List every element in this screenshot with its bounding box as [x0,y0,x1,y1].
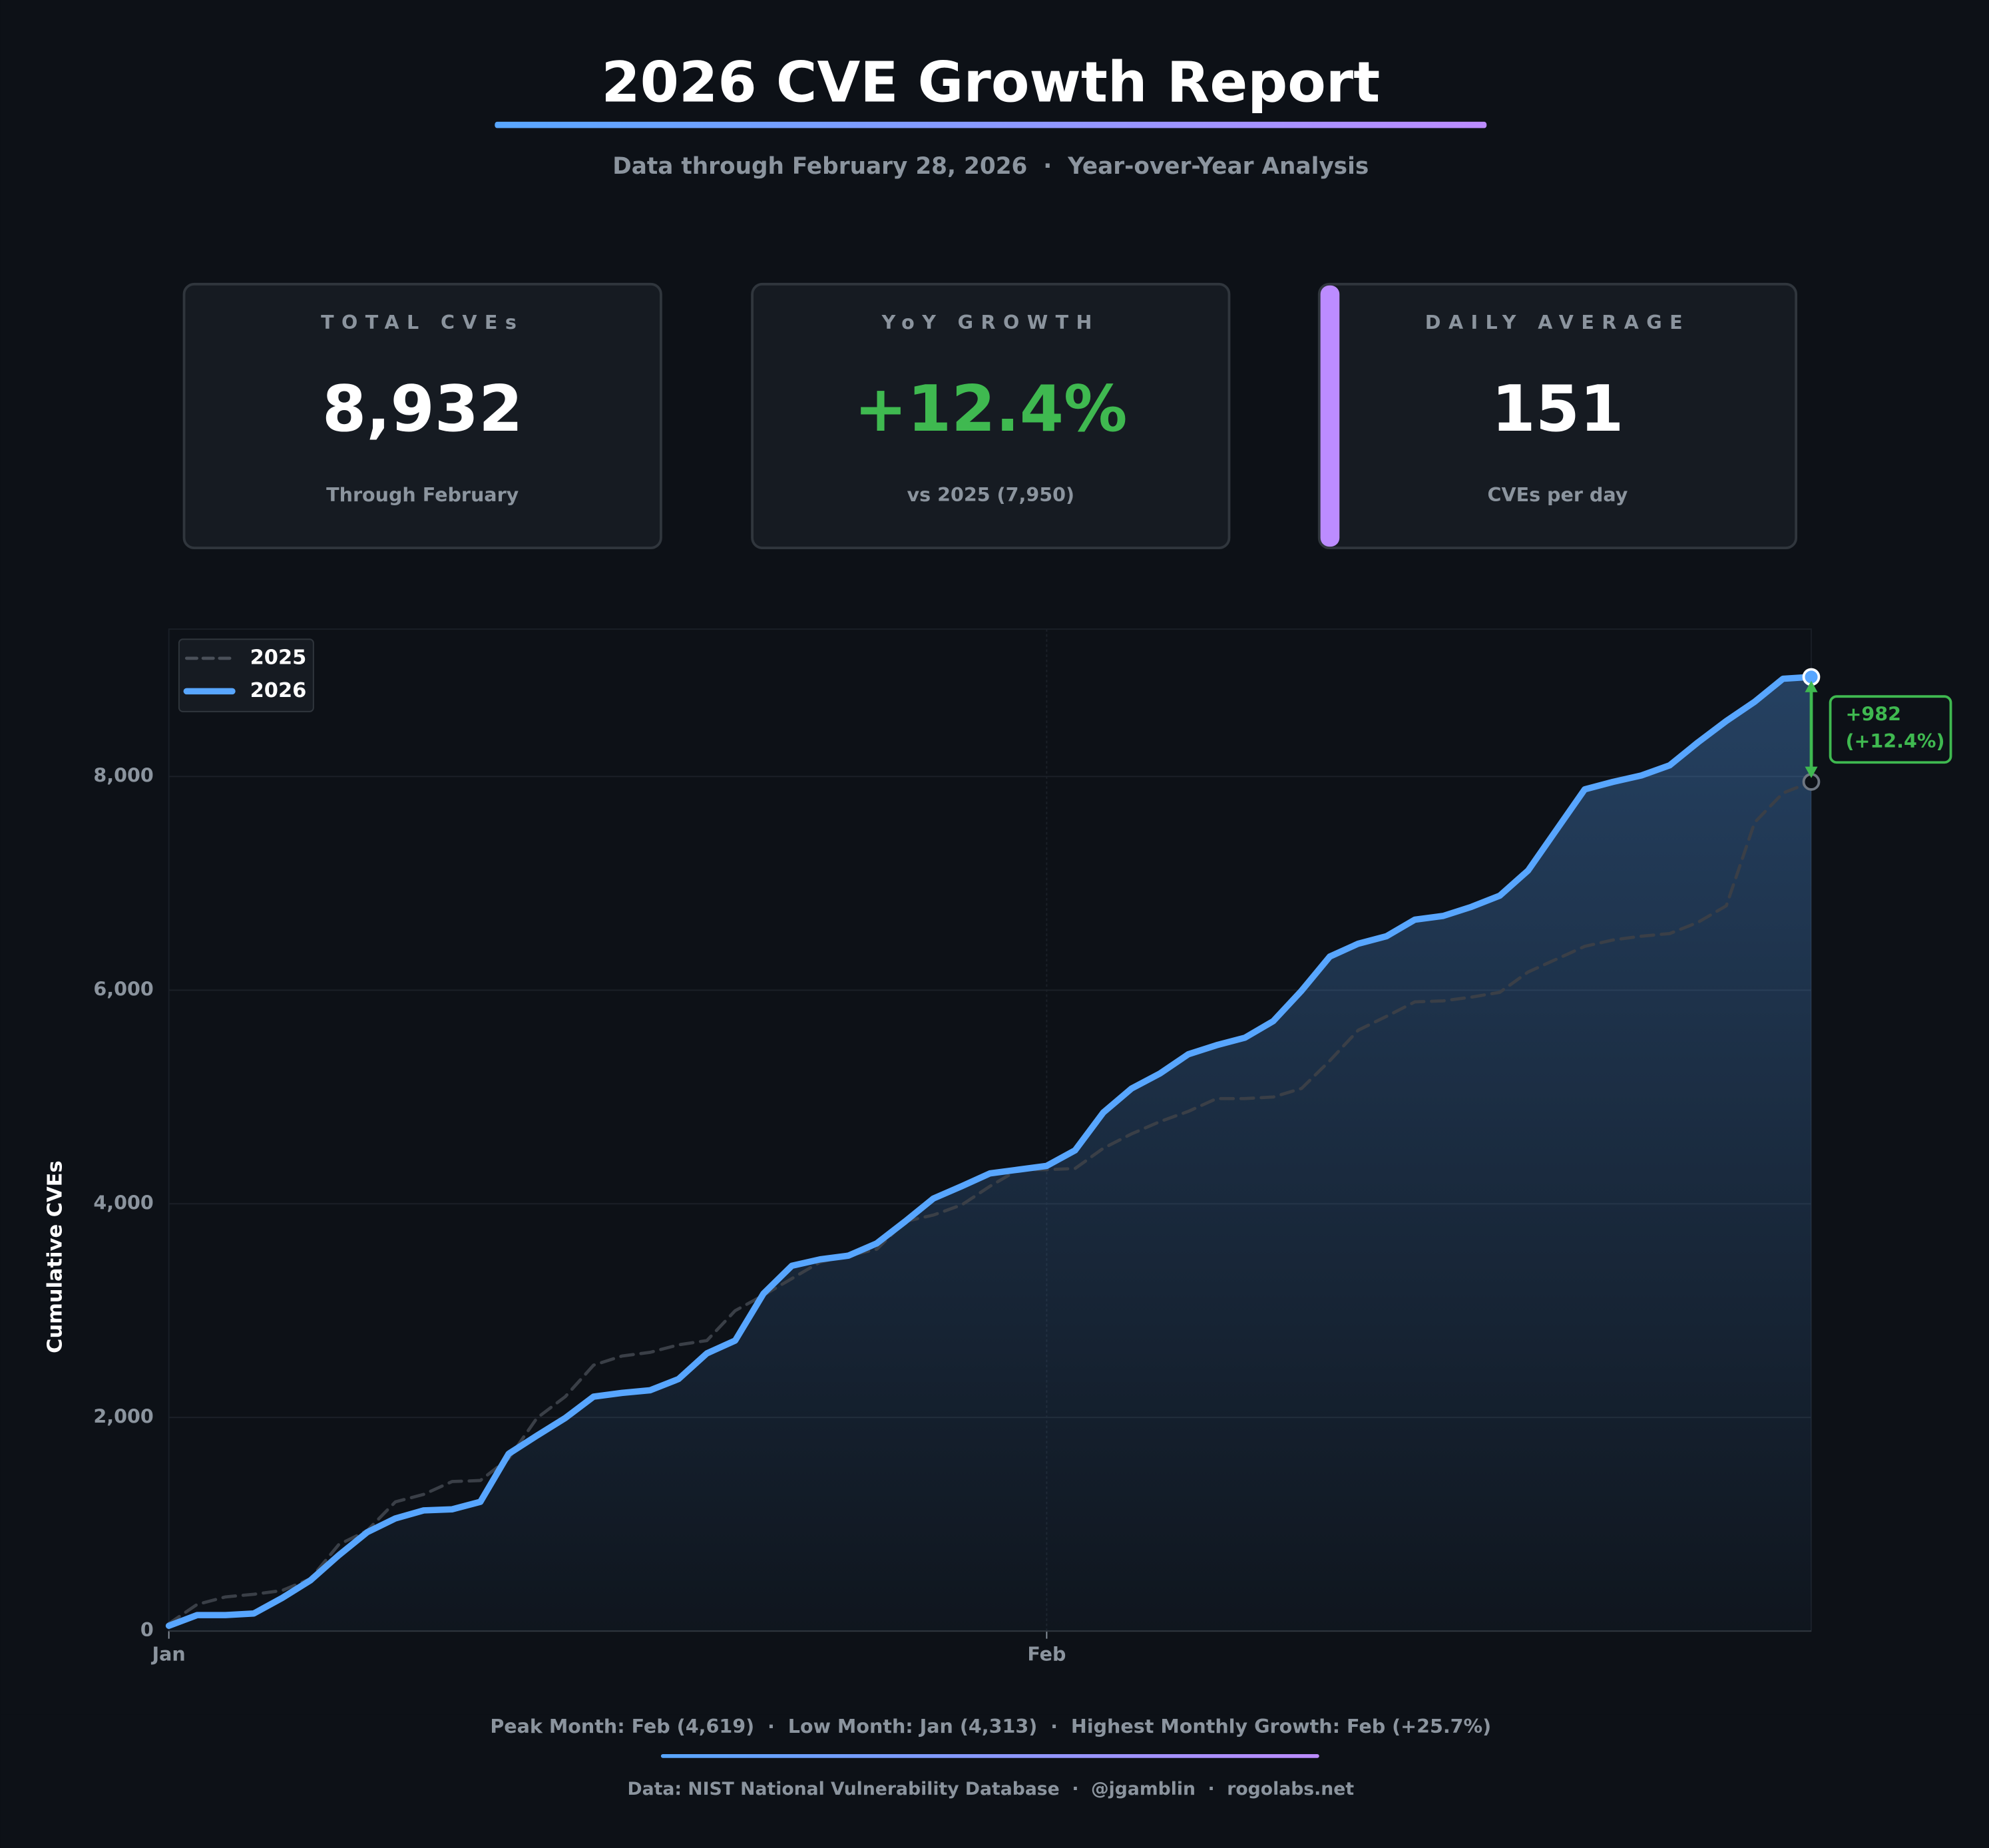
kpi-label: TOTAL CVEs [321,311,524,334]
card-accent [1320,285,1340,547]
series-line [167,780,1813,1626]
subtitle: Data through February 28, 2026 · Year-ov… [612,153,1369,180]
y-tick-label: 8,000 [93,764,153,786]
title-underline [495,121,1487,128]
x-tick-label: Feb [1027,1642,1066,1665]
kpi-value: 151 [1492,373,1624,446]
kpi-label: YoY GROWTH [881,311,1100,334]
footer-band [0,1714,1989,1848]
footer-underline [660,1754,1319,1758]
legend-label: 2026 [250,679,307,702]
y-axis-label: Cumulative CVEs [44,1160,67,1353]
kpi-note: Through February [326,483,519,506]
chart: 0 2,000 4,000 6,000 8,000 Jan Feb Cumulative CV… [44,628,1952,1665]
kpi-cards: TOTAL CVEs 8,932 Through February YoY GROWT… [182,282,1798,549]
title: 2026 CVE Growth Report [601,49,1380,115]
kpi-label: DAILY AVERAGE [1425,311,1690,334]
y-tick-label: 0 [140,1618,154,1641]
arrow-head [1805,766,1818,778]
kpi-note: vs 2025 (7,950) [907,483,1074,506]
kpi-value: 8,932 [322,373,523,446]
kpi-note: CVEs per day [1488,483,1628,506]
series-line [165,674,1815,1629]
annotation-box [1829,695,1952,764]
kpi-card [1317,282,1798,549]
footer-stats: Peak Month: Feb (4,619) · Low Month: Jan… [490,1715,1491,1737]
y-tick-label: 2,000 [93,1405,153,1427]
kpi-value: +12.4% [854,373,1127,446]
arrow-head [1805,680,1818,692]
footer-credits: Data: NIST National Vulnerability Databa… [627,1779,1354,1799]
annotation-text: +982 [1845,703,1901,726]
legend-label: 2025 [250,646,307,669]
area [168,676,1812,1632]
x-tick-label: Jan [151,1642,186,1665]
kpi-card [751,282,1231,549]
y-tick-label: 4,000 [93,1191,153,1214]
kpi-card [182,282,662,549]
annotation-text: (+12.4%) [1845,730,1944,752]
y-tick-label: 6,000 [93,977,153,1000]
